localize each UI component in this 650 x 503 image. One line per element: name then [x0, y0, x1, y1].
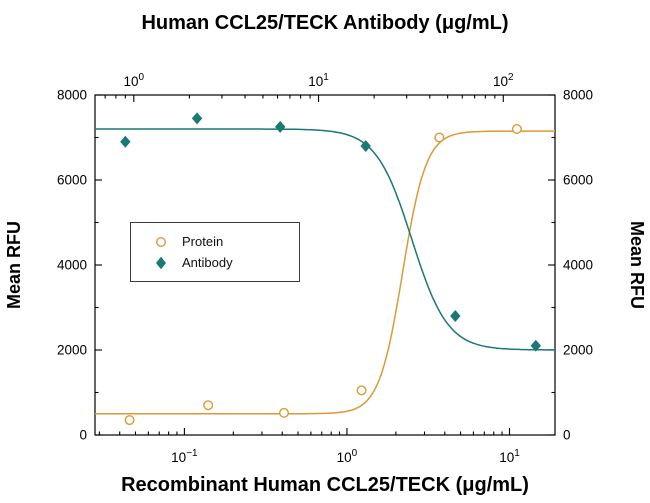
antibody-marker-shape — [156, 256, 166, 269]
protein-curve — [95, 130, 555, 415]
top-axis-title: Human CCL25/TECK Antibody (μg/mL) — [141, 12, 508, 34]
left-tick-label: 8000 — [57, 88, 87, 103]
right-tick-label: 6000 — [563, 173, 593, 188]
right-tick-label: 2000 — [563, 343, 593, 358]
protein-marker-icon — [155, 236, 167, 247]
legend: Protein Antibody — [130, 222, 300, 282]
protein-point — [124, 415, 135, 426]
protein-point — [356, 385, 367, 396]
left-tick-label: 4000 — [57, 258, 87, 273]
top-tick-label: 102 — [493, 72, 514, 89]
left-tick-label: 2000 — [57, 343, 87, 358]
right-axis-title: Mean RFU — [627, 221, 647, 309]
legend-label-antibody: Antibody — [182, 254, 233, 270]
right-tick-label: 4000 — [563, 258, 593, 273]
antibody-curve — [95, 128, 555, 351]
legend-label-protein: Protein — [182, 233, 224, 249]
antibody-point — [191, 112, 203, 125]
protein-point — [511, 123, 522, 134]
antibody-marker-icon — [156, 256, 166, 269]
antibody-point — [274, 120, 286, 133]
bottom-tick-label: 10−1 — [171, 448, 198, 465]
protein-point — [434, 132, 445, 143]
protein-point — [203, 400, 214, 411]
plot-generated-content: 10−1 100 101 100 101 102 0 0 2000 2000 4000 4000 600… — [57, 72, 593, 465]
antibody-point — [450, 310, 461, 322]
bottom-tick-label: 100 — [337, 448, 358, 465]
bottom-axis-title: Recombinant Human CCL25/TECK (μg/mL) — [121, 474, 529, 496]
legend-item-protein: Protein — [149, 233, 299, 249]
left-tick-label: 0 — [79, 428, 87, 443]
top-tick-label: 100 — [123, 72, 144, 89]
right-tick-label: 8000 — [563, 88, 593, 103]
right-tick-label: 0 — [563, 428, 571, 443]
legend-item-antibody: Antibody — [149, 254, 299, 270]
protein-point — [279, 407, 290, 418]
left-tick-label: 6000 — [57, 173, 87, 188]
antibody-point — [530, 339, 542, 352]
bottom-tick-label: 101 — [499, 448, 520, 465]
antibody-point — [120, 135, 131, 148]
antibody-point — [360, 140, 371, 152]
protein-marker-shape — [155, 236, 167, 247]
top-tick-label: 101 — [308, 72, 329, 89]
left-axis-title: Mean RFU — [4, 221, 24, 309]
